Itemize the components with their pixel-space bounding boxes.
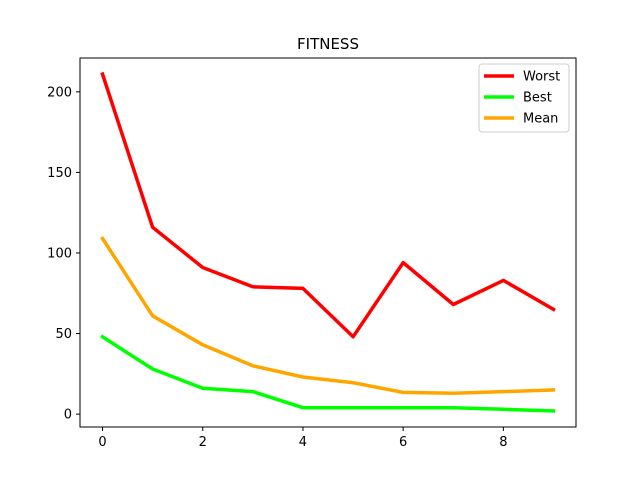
chart-title: FITNESS: [297, 35, 359, 53]
legend-label-best: Best: [523, 91, 552, 106]
x-axis: 0 2 4 6 8: [98, 427, 507, 450]
x-tick-label: 4: [299, 435, 307, 450]
y-axis: 0 50 100 150 200: [47, 85, 80, 423]
legend-label-worst: Worst: [523, 70, 560, 85]
series-line-best: [100, 334, 556, 413]
series-layer: [100, 71, 556, 413]
x-tick-label: 8: [499, 435, 507, 450]
y-tick-label: 200: [47, 85, 72, 100]
series-line-mean: [100, 236, 556, 395]
legend: Worst Best Mean: [478, 63, 570, 133]
series-line-worst: [100, 71, 556, 339]
x-tick-label: 6: [399, 435, 407, 450]
y-tick-label: 0: [64, 408, 72, 423]
legend-label-mean: Mean: [523, 112, 558, 127]
x-tick-label: 2: [199, 435, 207, 450]
y-tick-label: 50: [55, 327, 72, 342]
x-tick-label: 0: [98, 435, 106, 450]
legend-box: [478, 63, 570, 133]
y-tick-label: 100: [47, 246, 72, 261]
plot-area-frame: [79, 57, 577, 428]
y-tick-label: 150: [47, 166, 72, 181]
